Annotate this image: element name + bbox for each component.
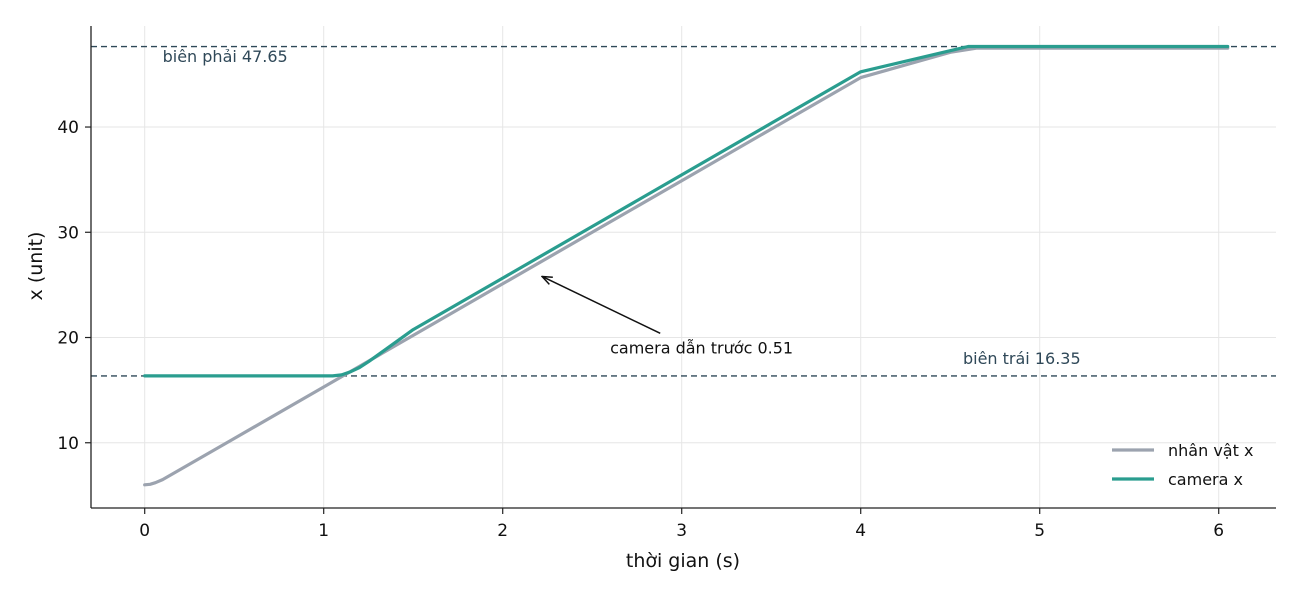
tick-labels: 0 1 2 3 4 5 6 10 20 30 40 [57, 118, 1224, 541]
x-axis-label: thời gian (s) [626, 550, 740, 572]
series-line-0 [143, 46, 1230, 487]
x-tick-label: 2 [497, 521, 508, 541]
legend: nhân vật x camera x [1112, 441, 1253, 489]
reference-line-label: biên trái 16.35 [963, 349, 1081, 368]
legend-label-1: camera x [1168, 470, 1243, 489]
legend-label-0: nhân vật x [1168, 441, 1253, 460]
y-tick-label: 40 [57, 118, 79, 138]
axes [85, 26, 1276, 514]
y-axis-label: x (unit) [25, 232, 47, 301]
series-line-1 [143, 44, 1230, 378]
reference-lines: biên phải 47.65 biên trái 16.35 [91, 45, 1276, 377]
y-tick-label: 30 [57, 223, 79, 243]
x-tick-label: 6 [1213, 521, 1224, 541]
x-tick-label: 3 [676, 521, 687, 541]
reference-line-label: biên phải 47.65 [163, 47, 288, 66]
y-tick-label: 20 [57, 329, 79, 349]
annotation-arrow [542, 276, 661, 334]
annotation-label: camera dẫn trước 0.51 [610, 338, 793, 357]
x-tick-label: 0 [139, 521, 150, 541]
grid [91, 26, 1276, 508]
y-tick-label: 10 [57, 434, 79, 454]
series-lines [143, 44, 1230, 487]
annotations: camera dẫn trước 0.51 [542, 276, 793, 357]
x-tick-label: 5 [1034, 521, 1045, 541]
x-tick-label: 4 [855, 521, 866, 541]
x-tick-label: 1 [318, 521, 329, 541]
